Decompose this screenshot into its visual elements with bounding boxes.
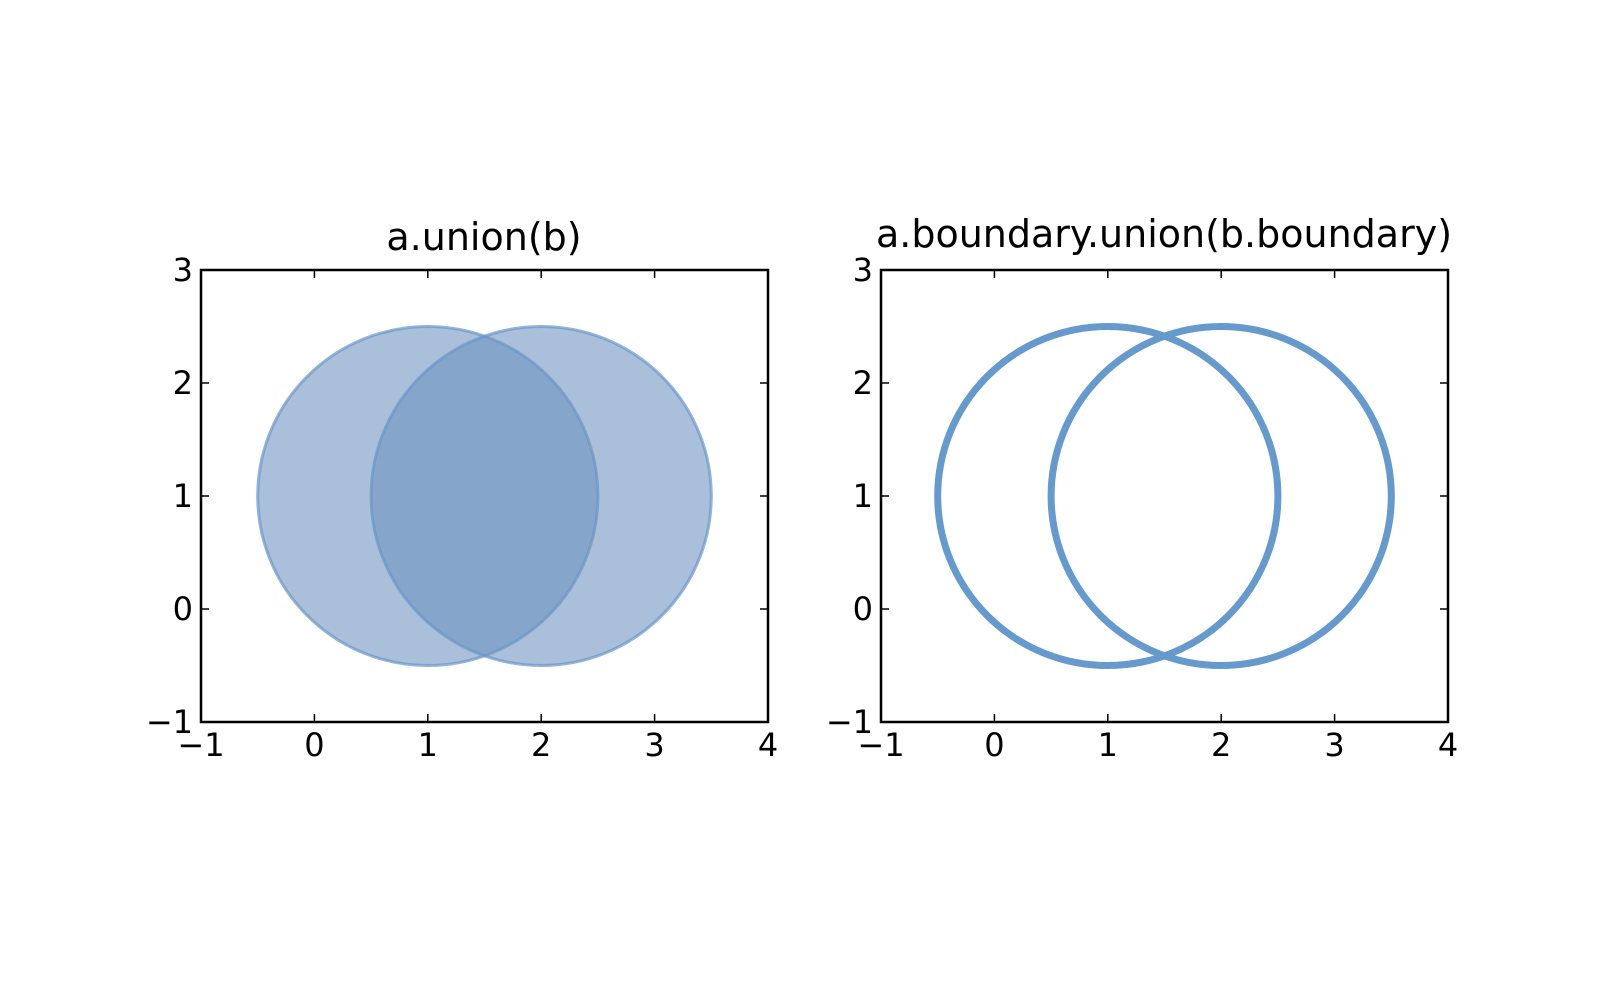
union-ticks [200,269,769,723]
union-y-tick-label: 3 [173,251,193,289]
boundary-union-x-tick-label: 2 [1211,726,1231,764]
union-y-tick-label: 1 [173,477,193,515]
boundary-union-y-tick-label: 1 [853,477,873,515]
union-panel-title: a.union(b) [386,215,581,259]
boundary-union-x-tick-label: −1 [857,726,904,764]
boundary-union-x-tick-label: 3 [1324,726,1344,764]
boundary-union-y-tick-labels: −1 0 1 2 3 [826,251,873,741]
union-circle-b [369,325,713,667]
union-x-tick-label: 3 [644,726,664,764]
union-x-tick-labels: −1 0 1 2 3 4 [177,726,778,764]
boundary-union-panel: a.boundary.union(b.boundary) −1 0 1 2 3 4 −1 0… [826,212,1458,764]
boundary-union-y-tick-label: 0 [853,590,873,628]
boundary-union-y-tick-label: 2 [853,364,873,402]
boundary-union-y-tick-label: −1 [826,703,873,741]
union-x-tick-label: 2 [531,726,551,764]
boundary-union-x-tick-label: 4 [1438,726,1458,764]
boundary-union-ticks [880,269,1449,723]
union-panel: a.union(b) −1 0 1 2 3 4 −1 0 1 2 3 [146,215,778,764]
boundary-union-x-tick-labels: −1 0 1 2 3 4 [857,726,1458,764]
union-y-tick-label: 2 [173,364,193,402]
union-shapes [256,325,713,667]
boundary-union-y-tick-label: 3 [853,251,873,289]
union-x-tick-label: 0 [304,726,324,764]
union-y-tick-labels: −1 0 1 2 3 [146,251,193,741]
union-y-tick-label: 0 [173,590,193,628]
boundary-union-circle-a [934,323,1282,669]
boundary-union-x-tick-label: 1 [1098,726,1118,764]
boundary-union-panel-title: a.boundary.union(b.boundary) [876,212,1452,256]
union-x-tick-label: −1 [177,726,224,764]
boundary-union-x-tick-label: 0 [984,726,1004,764]
union-y-tick-label: −1 [146,703,193,741]
union-x-tick-label: 1 [418,726,438,764]
boundary-union-shapes [934,323,1395,669]
boundary-union-circle-b [1047,323,1395,669]
union-x-tick-label: 4 [758,726,778,764]
